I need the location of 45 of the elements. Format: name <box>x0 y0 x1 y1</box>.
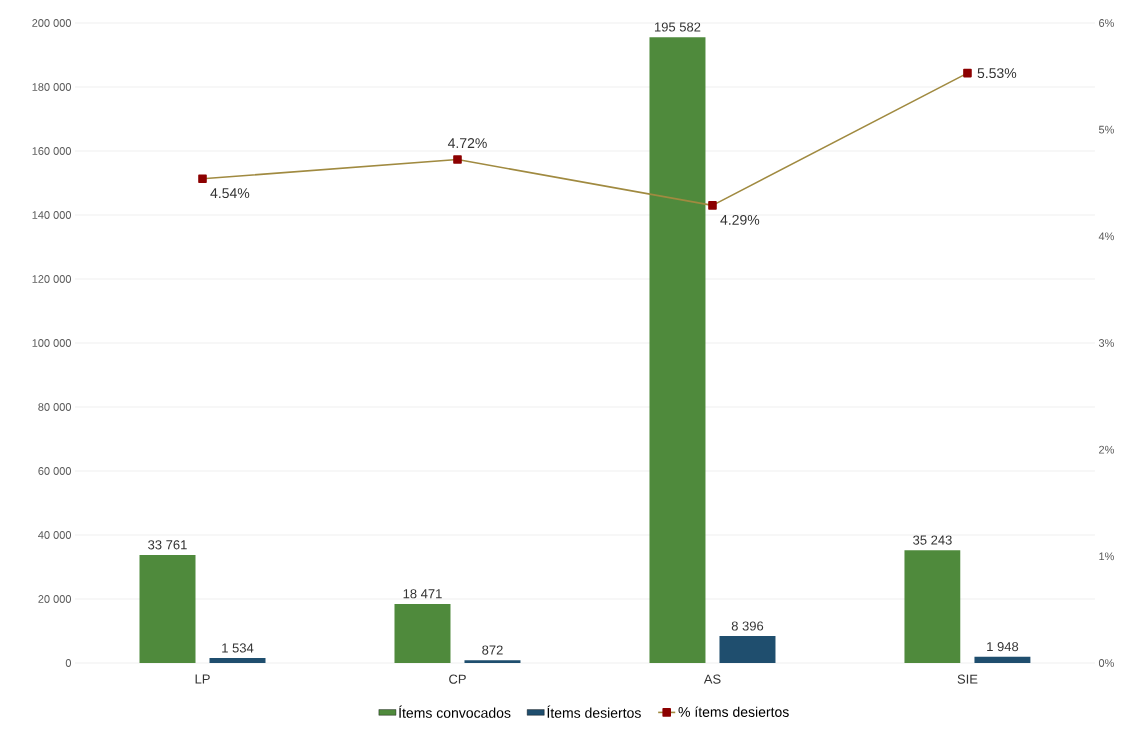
y2-tick-label: 1% <box>1099 552 1114 561</box>
y-tick-label: 100 000 <box>32 339 72 347</box>
x-tick-label: AS <box>703 674 721 684</box>
y2-tick-label: 3% <box>1098 339 1114 347</box>
x-tick-label: CP <box>449 674 466 684</box>
bar <box>209 658 266 663</box>
y-tick-label: 140 000 <box>32 211 72 219</box>
bar <box>719 636 776 663</box>
bar <box>394 603 451 663</box>
data-label: 18 471 <box>403 589 442 599</box>
y-tick-label: 20 000 <box>38 595 72 603</box>
data-label: 33 761 <box>148 540 187 550</box>
bar <box>974 656 1031 663</box>
bar <box>904 550 961 663</box>
bar <box>649 37 706 663</box>
data-label: 35 243 <box>913 535 952 545</box>
data-label: 1 534 <box>222 643 254 653</box>
legend-label: Ítems desiertos <box>547 705 641 718</box>
y-tick-label: 120 000 <box>32 275 72 283</box>
y-tick-label: 80 000 <box>38 403 72 411</box>
data-label: 1 948 <box>987 642 1019 652</box>
y-tick-label: 0 <box>65 659 72 667</box>
data-label: 8 396 <box>731 621 764 631</box>
y2-tick-label: 2% <box>1099 445 1114 454</box>
y-tick-label: 160 000 <box>32 147 72 155</box>
y2-tick-label: 5% <box>1098 125 1114 134</box>
y-tick-label: 40 000 <box>38 531 72 539</box>
data-label: 5.53% <box>977 68 1017 79</box>
bar <box>464 660 521 663</box>
y-tick-label: 180 000 <box>32 83 72 91</box>
legend-label: Ítems convocados <box>399 705 511 718</box>
data-label: 872 <box>482 645 503 655</box>
y2-tick-label: 4% <box>1098 232 1114 241</box>
x-tick-label: SIE <box>957 674 978 684</box>
y2-tick-label: 0% <box>1098 659 1114 667</box>
x-tick-label: LP <box>195 674 210 684</box>
y2-tick-label: 6% <box>1099 19 1114 27</box>
data-label: 4.54% <box>210 188 250 199</box>
legend-label: % ítems desiertos <box>678 706 789 717</box>
bar <box>139 554 196 663</box>
data-label: 4.72% <box>447 138 487 148</box>
y-tick-label: 200 000 <box>32 19 72 27</box>
data-label: 4.29% <box>720 214 760 225</box>
y-tick-label: 60 000 <box>38 467 72 475</box>
data-label: 195 582 <box>654 22 701 32</box>
